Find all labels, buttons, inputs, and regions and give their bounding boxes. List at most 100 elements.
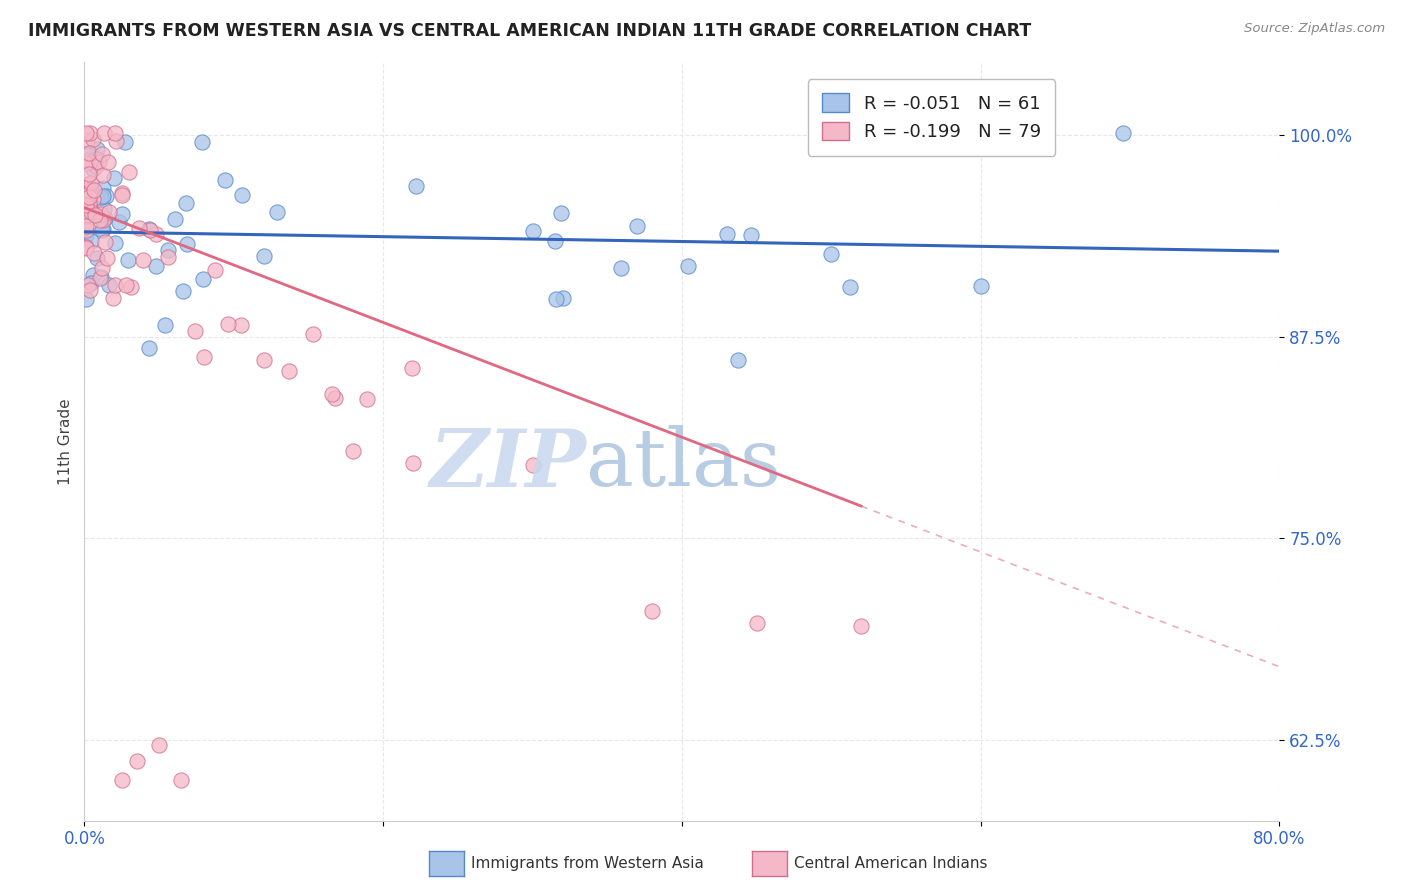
Point: [401, 360, 423, 375]
Point: [86, 251, 108, 265]
Point: [325, 391, 347, 405]
Point: [75, 209, 97, 223]
Point: [80, 186, 103, 201]
Point: [138, 223, 160, 237]
Point: [90, 261, 112, 276]
Point: [89, 270, 111, 285]
Point: [120, 279, 142, 293]
Point: [193, 350, 215, 364]
Point: [75, 240, 97, 254]
Point: [252, 249, 274, 263]
Point: [79, 127, 101, 141]
Text: IMMIGRANTS FROM WESTERN ASIA VS CENTRAL AMERICAN INDIAN 11TH GRADE CORRELATION C: IMMIGRANTS FROM WESTERN ASIA VS CENTRAL …: [28, 22, 1032, 40]
Point: [716, 227, 738, 242]
Point: [111, 186, 134, 201]
Text: Immigrants from Western Asia: Immigrants from Western Asia: [471, 856, 704, 871]
Point: [75, 228, 97, 243]
Point: [117, 253, 139, 268]
Point: [104, 134, 127, 148]
Point: [321, 387, 343, 401]
Point: [740, 228, 762, 243]
Point: [91, 147, 114, 161]
Point: [91, 169, 114, 183]
Point: [93, 212, 115, 227]
Point: [79, 283, 101, 297]
Point: [970, 278, 993, 293]
Point: [214, 172, 236, 186]
Point: [89, 213, 111, 227]
Point: [820, 247, 842, 261]
Point: [1111, 127, 1133, 141]
Point: [108, 215, 131, 229]
Point: [138, 221, 160, 235]
Point: [91, 222, 114, 236]
Point: [98, 277, 121, 292]
Point: [103, 171, 125, 186]
Point: [77, 167, 100, 181]
Point: [75, 222, 97, 236]
Point: [75, 219, 97, 233]
Point: [174, 195, 197, 210]
Point: [546, 292, 568, 306]
Point: [84, 209, 107, 223]
Point: [641, 604, 664, 618]
Point: [83, 183, 105, 197]
Point: [93, 202, 115, 216]
Point: [405, 178, 427, 193]
Point: [82, 192, 104, 206]
Point: [104, 235, 127, 250]
Point: [90, 207, 112, 221]
Point: [77, 146, 100, 161]
Point: [76, 133, 98, 147]
Point: [77, 147, 100, 161]
Point: [76, 177, 98, 191]
Point: [97, 155, 120, 169]
Point: [75, 127, 97, 141]
Point: [91, 181, 114, 195]
Point: [76, 153, 98, 167]
Point: [193, 272, 215, 286]
Point: [93, 127, 115, 141]
Point: [94, 189, 117, 203]
Point: [231, 187, 253, 202]
Point: [77, 187, 100, 202]
Point: [111, 207, 134, 221]
Point: [148, 738, 170, 752]
Point: [77, 195, 100, 210]
Point: [553, 291, 575, 305]
Point: [266, 204, 288, 219]
Point: [94, 235, 117, 249]
Point: [839, 280, 862, 294]
Point: [111, 188, 134, 202]
Point: [82, 132, 104, 146]
Point: [172, 284, 194, 298]
Point: [727, 353, 749, 368]
Point: [145, 259, 167, 273]
Point: [176, 236, 198, 251]
Point: [90, 269, 112, 284]
Point: [342, 443, 364, 458]
Point: [610, 260, 633, 275]
Point: [165, 211, 187, 226]
Point: [118, 164, 141, 178]
Point: [75, 292, 97, 306]
Text: Central American Indians: Central American Indians: [794, 856, 988, 871]
Text: Source: ZipAtlas.com: Source: ZipAtlas.com: [1244, 22, 1385, 36]
Point: [125, 754, 148, 768]
Point: [80, 204, 103, 219]
Point: [156, 244, 179, 258]
Point: [153, 318, 176, 333]
Point: [89, 155, 111, 169]
Point: [522, 458, 544, 472]
Y-axis label: 11th Grade: 11th Grade: [58, 398, 73, 485]
Point: [278, 364, 301, 378]
Point: [79, 234, 101, 248]
Point: [91, 189, 114, 203]
Point: [80, 183, 103, 197]
Point: [104, 127, 127, 141]
Point: [75, 241, 97, 255]
Point: [170, 773, 193, 788]
Point: [157, 250, 180, 264]
Point: [544, 234, 567, 248]
Point: [132, 253, 155, 268]
